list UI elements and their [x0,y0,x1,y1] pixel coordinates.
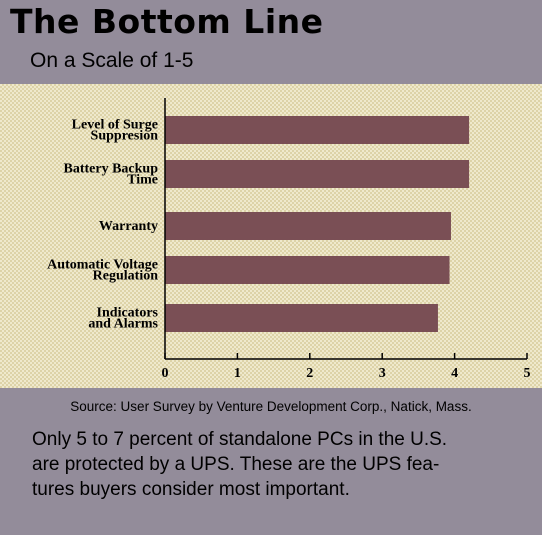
bar-4 [165,304,438,332]
category-label-1: Battery Backup Time [64,162,159,188]
category-label-0: Level of Surge Suppresion [72,118,159,144]
caption-line: Only 5 to 7 percent of standalone PCs in… [32,429,448,450]
bar-1 [165,160,470,188]
bar-chart: Level of Surge Suppresion Battery Backup Ti… [47,98,531,381]
x-tick-label-0: 0 [162,366,169,381]
chart-title: The Bottom Line [10,2,324,41]
x-tick-label-5: 5 [524,366,531,381]
bar-2 [165,212,451,240]
caption-line: tures buyers consider most important. [32,479,350,500]
chart-subtitle: On a Scale of 1-5 [30,49,194,72]
caption-line: are protected by a UPS. These are the UP… [32,454,440,475]
category-label-2: Warranty [99,219,158,234]
bar-0 [165,116,470,144]
x-tick-label-1: 1 [234,366,241,381]
x-tick-label-2: 2 [306,366,313,381]
category-label-3: Automatic Voltage Regulation [47,258,158,284]
x-tick-label-4: 4 [451,366,458,381]
chart-panel: Level of Surge Suppresion Battery Backup Ti… [0,84,542,388]
category-label-4: Indicators and Alarms [88,306,158,332]
source-note: Source: User Survey by Venture Developme… [70,399,472,414]
caption: Only 5 to 7 percent of standalone PCs in… [32,427,522,502]
x-tick-label-3: 3 [379,366,386,381]
bar-3 [165,256,450,284]
